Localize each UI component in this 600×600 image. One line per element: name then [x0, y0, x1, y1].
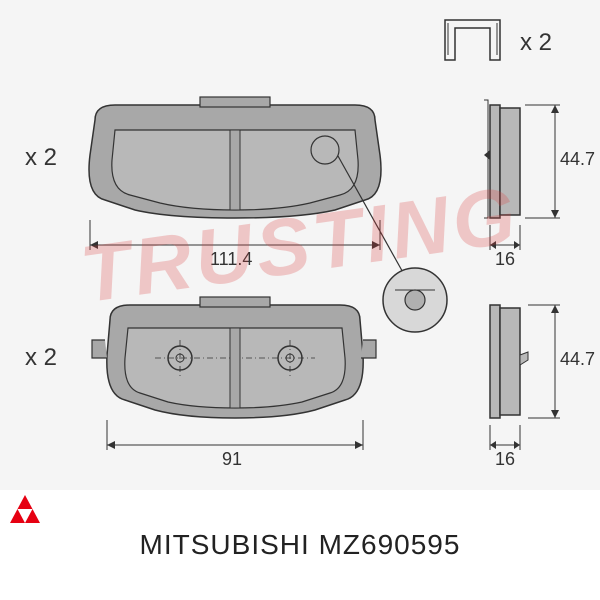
pad-top-thickness: 16 — [495, 249, 515, 269]
pad-top-height: 44.7 — [560, 149, 595, 169]
pad-top-qty: x 2 — [25, 144, 57, 171]
technical-diagram: x 2 x 2 — [0, 0, 600, 490]
mitsubishi-logo-icon — [0, 490, 50, 540]
pad-bottom-height: 44.7 — [560, 349, 595, 369]
brand-name: MITSUBISHI — [140, 529, 310, 560]
part-number: MZ690595 — [319, 529, 461, 560]
pad-bottom-front — [92, 297, 376, 418]
diagram-svg: x 2 x 2 — [0, 0, 600, 490]
pad-bottom-thickness: 16 — [495, 449, 515, 469]
clip-hardware: x 2 — [445, 20, 552, 60]
footer-text: MITSUBISHI MZ690595 — [140, 529, 461, 561]
footer: MITSUBISHI MZ690595 — [0, 490, 600, 600]
clip-qty: x 2 — [520, 29, 552, 56]
pad-bottom-qty: x 2 — [25, 344, 57, 371]
pad-top-width: 111.4 — [210, 249, 252, 269]
pad-top-side — [484, 100, 520, 218]
pad-bottom-side — [490, 305, 528, 418]
pad-bottom-width: 91 — [222, 449, 242, 469]
